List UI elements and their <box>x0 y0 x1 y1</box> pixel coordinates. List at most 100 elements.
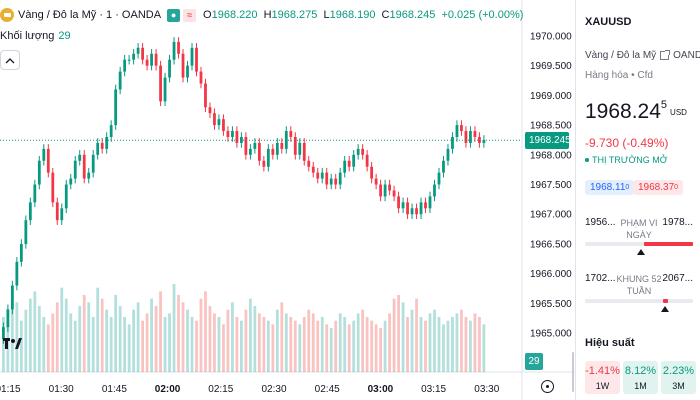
volume-bar <box>118 306 122 372</box>
candle-body <box>136 47 140 54</box>
candle-body <box>127 59 131 61</box>
volume-bar <box>406 317 409 372</box>
volume-bar <box>473 313 477 372</box>
volume-bar <box>320 317 324 372</box>
volume-bar <box>172 284 176 372</box>
collapse-legend-button[interactable] <box>0 50 20 70</box>
candle-body <box>428 196 432 209</box>
volume-bar <box>51 313 55 372</box>
volume-bar <box>397 295 400 372</box>
candle-body <box>383 184 387 197</box>
tradingview-logo-icon[interactable] <box>2 334 24 356</box>
volume-value: 29 <box>58 30 71 42</box>
volume-bar <box>401 302 405 372</box>
day-range-fill <box>644 242 693 246</box>
candle-body <box>482 139 486 143</box>
x-tick-label: 02:45 <box>315 384 340 395</box>
price-change: -9.730 (-0.49%) <box>585 136 669 150</box>
x-tick-label: 02:00 <box>155 384 181 395</box>
volume-bar <box>2 317 5 372</box>
candle-body <box>235 131 239 143</box>
volume-tag: 29 <box>525 353 543 370</box>
candle-body <box>2 327 5 340</box>
day-range-bar <box>585 242 693 255</box>
candle-body <box>257 142 261 161</box>
y-tick-label: 1966.000 <box>530 269 572 280</box>
candle-body <box>118 71 122 90</box>
candle-body <box>374 178 378 185</box>
candle-body <box>141 47 144 60</box>
ticker[interactable]: XAUUSD <box>585 16 632 28</box>
volume-bar <box>141 320 144 372</box>
currency: USD <box>670 108 687 117</box>
volume-bar <box>262 317 266 372</box>
candle-body <box>361 148 365 155</box>
y-tick-label: 1967.000 <box>530 210 572 221</box>
volume-bar <box>316 320 320 372</box>
candle-body <box>91 154 95 173</box>
y-tick-label: 1969.000 <box>530 91 572 102</box>
panel-scrollbar[interactable] <box>572 352 574 392</box>
volume-bar <box>451 317 454 372</box>
volume-bar <box>424 320 427 372</box>
volume-bar <box>105 309 109 372</box>
market-open-icon: ● <box>167 8 181 22</box>
candle-body <box>329 178 333 185</box>
volume-bar <box>482 324 486 372</box>
candle-body <box>231 131 234 137</box>
candle-body <box>401 202 405 209</box>
candle-body <box>69 178 73 185</box>
volume-bar <box>96 287 100 372</box>
volume-bar <box>253 306 257 372</box>
ohlc-change: +0.025 (+0.00%) <box>441 9 524 21</box>
volume-bar <box>446 320 450 372</box>
volume-bar <box>114 295 118 372</box>
candle-body <box>352 154 356 167</box>
volume-bar <box>460 309 463 372</box>
volume-bar <box>437 317 441 372</box>
volume-bar <box>10 295 14 372</box>
candle-body <box>217 119 221 126</box>
volume-bar <box>307 309 311 372</box>
chart-legend: Vàng / Đô la Mỹ · 1 · OANDA ● ≈ O1968.22… <box>0 6 523 24</box>
ohlc-values: O1968.220 H1968.275 L1968.190 C1968.245 … <box>203 9 524 21</box>
last-price: 1968.245USD <box>585 99 687 123</box>
candle-body <box>307 160 311 167</box>
y-tick-label: 1968.000 <box>530 150 572 161</box>
volume-bar <box>100 298 104 372</box>
candle-body <box>226 131 230 137</box>
volume-legend: Khối lượng 29 <box>0 30 71 42</box>
candle-body <box>199 71 203 84</box>
chart-area[interactable]: 1970.000 1969.500 1969.000 1968.500 1968.000… <box>0 0 575 400</box>
candle-body <box>473 131 477 137</box>
candle-body <box>266 148 270 167</box>
volume-bar <box>289 317 293 372</box>
volume-bar <box>69 313 73 372</box>
volume-bar <box>123 317 127 372</box>
x-tick-label: 02:30 <box>261 384 286 395</box>
ask-price: 1968.37 0 <box>633 180 684 195</box>
volume-bar <box>379 328 383 372</box>
candle-body <box>73 160 77 179</box>
symbol-title[interactable]: Vàng / Đô la Mỹ · 1 · OANDA <box>18 9 162 21</box>
perf-1m[interactable]: 8.12% 1M <box>623 361 658 394</box>
candle-body <box>222 119 225 132</box>
symbol-subtitle: Vàng / Đô la Mỹ OANDA <box>585 50 700 61</box>
candle-body <box>424 202 427 209</box>
perf-3m[interactable]: 2.23% 3M <box>661 361 696 394</box>
candle-body <box>105 136 109 149</box>
volume-bar <box>325 324 329 372</box>
perf-1w[interactable]: -1.41% 1W <box>585 361 620 394</box>
y-tick-label: 1969.500 <box>530 61 572 72</box>
week52-high: 2067... <box>662 273 693 284</box>
volume-bar <box>383 320 387 372</box>
external-link-icon[interactable] <box>660 50 671 60</box>
volume-bar <box>73 320 77 372</box>
current-price-tag: 1968.245 <box>525 132 571 150</box>
y-tick-label: 1968.500 <box>530 121 572 132</box>
candle-body <box>24 220 28 244</box>
price-chart[interactable]: 1970.000 1969.500 1969.000 1968.500 1968.000… <box>0 0 575 400</box>
chevron-up-icon <box>5 57 15 63</box>
day-range-low: 1956... <box>585 217 616 228</box>
gear-icon[interactable] <box>541 380 554 393</box>
